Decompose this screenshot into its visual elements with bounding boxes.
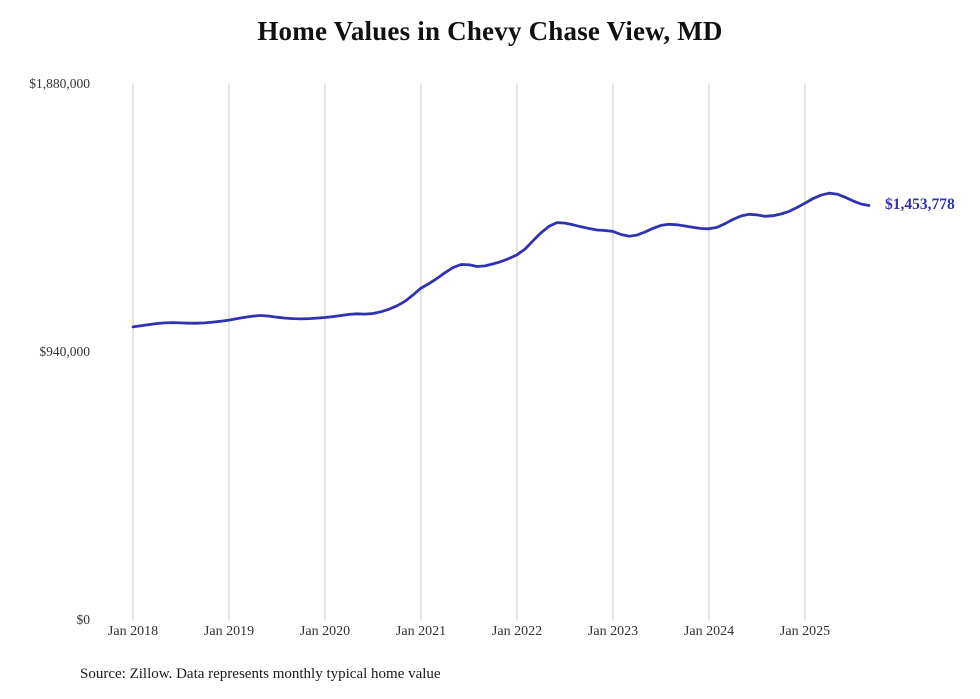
latest-value-label: $1,453,778 xyxy=(885,195,955,213)
x-tick-label: Jan 2019 xyxy=(203,624,255,639)
home-value-line xyxy=(131,191,871,329)
x-tick-label: Jan 2022 xyxy=(491,624,543,639)
y-tick-label: $940,000 xyxy=(39,344,90,359)
y-tick-label: $0 xyxy=(76,612,91,627)
x-tick-label: Jan 2025 xyxy=(779,624,831,639)
x-tick-label: Jan 2020 xyxy=(299,624,351,639)
source-note: Source: Zillow. Data represents monthly … xyxy=(80,666,441,682)
x-tick-label: Jan 2018 xyxy=(107,624,159,639)
y-tick-label: $1,880,000 xyxy=(29,76,90,91)
x-tick-label: Jan 2024 xyxy=(683,624,735,639)
x-tick-label: Jan 2021 xyxy=(395,624,447,639)
x-tick-label: Jan 2023 xyxy=(587,624,639,639)
chart-title: Home Values in Chevy Chase View, MD xyxy=(257,16,723,46)
